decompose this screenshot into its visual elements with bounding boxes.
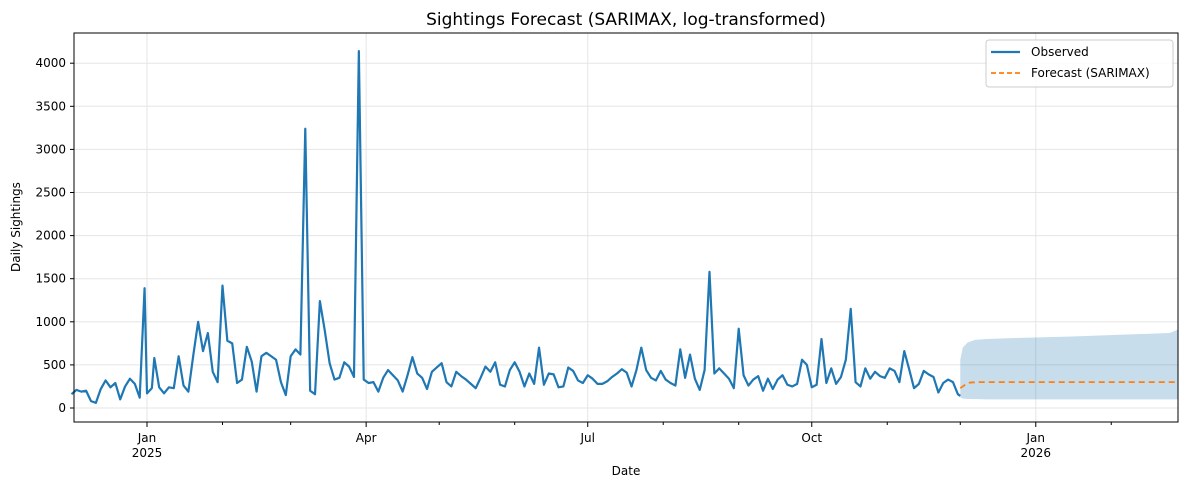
- x-tick-label: Jan: [1026, 431, 1046, 445]
- x-tick-label: Jul: [579, 431, 594, 445]
- y-tick-label: 3000: [35, 142, 66, 156]
- y-tick-label: 3500: [35, 99, 66, 113]
- x-axis-label: Date: [612, 464, 641, 478]
- grid-lines: [74, 33, 1178, 422]
- y-tick-label: 0: [58, 401, 66, 415]
- x-tick-label: Apr: [356, 431, 377, 445]
- y-tick-label: 500: [43, 358, 66, 372]
- y-tick-label: 4000: [35, 56, 66, 70]
- series-lines: [70, 50, 1178, 404]
- forecast-line: [959, 381, 1178, 389]
- x-tick-label: Oct: [801, 431, 822, 445]
- legend-forecast-label: Forecast (SARIMAX): [1031, 66, 1150, 80]
- x-tick-year-label: 2026: [1021, 446, 1052, 460]
- plot-frame: [73, 32, 1179, 423]
- forecast-confidence-band: [960, 326, 1178, 400]
- x-tick-label: Jan: [137, 431, 157, 445]
- legend-observed-label: Observed: [1031, 45, 1089, 59]
- y-tick-label: 1000: [35, 315, 66, 329]
- observed-line: [70, 50, 961, 404]
- y-axis-ticks: 0 500 1000 1500 2000 2500 3000 3500 4000: [35, 56, 74, 415]
- chart-title: Sightings Forecast (SARIMAX, log-transfo…: [426, 10, 826, 30]
- y-axis-label: Daily Sightings: [9, 182, 23, 272]
- y-tick-label: 1500: [35, 272, 66, 286]
- y-tick-label: 2500: [35, 186, 66, 200]
- legend: Observed Forecast (SARIMAX): [985, 39, 1174, 88]
- confidence-band: [960, 326, 1178, 400]
- y-tick-label: 2000: [35, 229, 66, 243]
- x-tick-year-label: 2025: [132, 446, 163, 460]
